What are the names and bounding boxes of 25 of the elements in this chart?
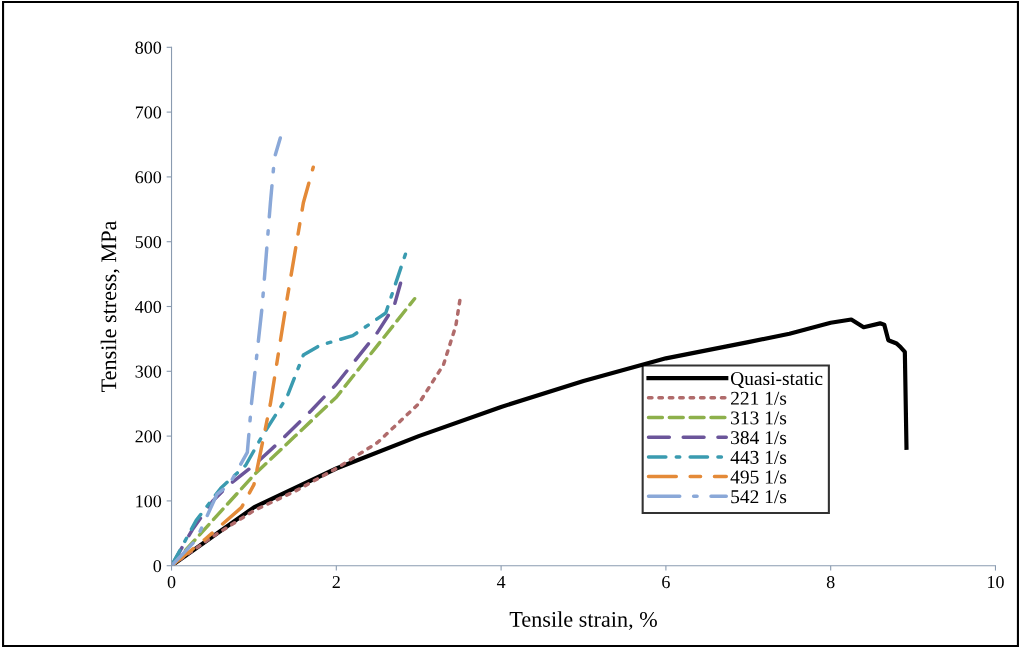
y-tick-label: 800 <box>135 41 162 54</box>
legend-label: 542 1/s <box>731 490 787 504</box>
x-tick-label: 6 <box>662 576 670 589</box>
y-tick-label: 400 <box>135 300 162 313</box>
x-tick-label: 2 <box>332 576 340 588</box>
x-tick-label: 0 <box>167 575 176 589</box>
y-tick-label: 200 <box>135 430 162 443</box>
legend-label: 495 1/s <box>730 470 787 484</box>
legend-label: Quasi-static <box>730 372 823 389</box>
x-tick-label: 8 <box>826 575 835 589</box>
y-tick-label: 600 <box>135 171 162 184</box>
x-tick-label: 10 <box>988 575 1004 589</box>
y-tick-label: 100 <box>136 495 162 508</box>
y-tick-label: 500 <box>135 235 162 249</box>
x-tick-label: 4 <box>496 576 506 588</box>
y-tick-label: 0 <box>153 559 162 573</box>
y-tick-label: 300 <box>135 365 162 378</box>
legend-label: 313 1/s <box>731 411 787 425</box>
legend-label: 221 1/s <box>731 391 787 405</box>
y-axis-title: Tensile stress, MPa <box>100 220 120 393</box>
line-series <box>171 136 283 566</box>
legend-label: 384 1/s <box>731 431 787 445</box>
legend-label: 443 1/s <box>730 450 787 464</box>
x-axis-title: Tensile strain, % <box>509 611 657 631</box>
y-tick-label: 700 <box>135 106 162 119</box>
